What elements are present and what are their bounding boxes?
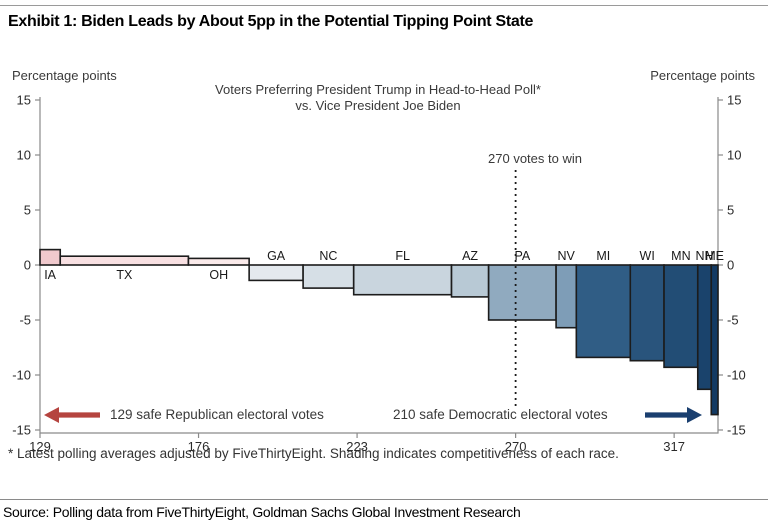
bar-label-GA: GA (267, 249, 286, 263)
chart-title-line1: Voters Preferring President Trump in Hea… (215, 82, 541, 97)
bar-label-FL: FL (395, 249, 410, 263)
y-tick-label-right-5: 5 (727, 203, 734, 218)
y-tick-label-right-0: 0 (727, 258, 734, 273)
bar-ME (710, 264, 719, 416)
left-axis-unit-label: Percentage points (12, 68, 117, 83)
source-line: Source: Polling data from FiveThirtyEigh… (3, 504, 521, 520)
x-tick-label-317: 317 (663, 439, 685, 454)
x-tick-label-129: 129 (29, 439, 51, 454)
safe-republican-arrow-icon (44, 407, 100, 423)
bar-label-ME: ME (705, 249, 724, 263)
bar-MN (663, 264, 699, 369)
y-tick-label-left-5: 5 (24, 203, 31, 218)
y-tick-label-left-15: 15 (17, 93, 31, 108)
bar-WI (629, 264, 665, 362)
x-tick-label-223: 223 (346, 439, 368, 454)
y-tick-label-left-0: 0 (24, 258, 31, 273)
bar-PA (487, 264, 557, 321)
chart-footnote: * Latest polling averages adjusted by Fi… (8, 446, 619, 461)
chart-title-line2: vs. Vice President Joe Biden (295, 98, 461, 113)
y-tick-label-right--10: -10 (727, 368, 746, 383)
x-tick-label-270: 270 (505, 439, 527, 454)
y-tick-label-right--15: -15 (727, 423, 746, 438)
bar-TX (59, 255, 190, 266)
y-tick-label-left-10: 10 (17, 148, 31, 163)
bottom-divider (0, 499, 768, 500)
x-tick-label-176: 176 (188, 439, 210, 454)
bar-label-IA: IA (44, 268, 56, 282)
y-tick-label-right-15: 15 (727, 93, 741, 108)
bar-label-NV: NV (558, 249, 576, 263)
votes-to-win-label: 270 votes to win (488, 151, 582, 166)
bar-AZ (450, 264, 490, 298)
bar-label-PA: PA (514, 249, 530, 263)
y-tick-label-left--10: -10 (12, 368, 31, 383)
right-axis-unit-label: Percentage points (650, 68, 755, 83)
safe-democratic-arrow-icon (645, 407, 702, 423)
bar-label-WI: WI (640, 249, 655, 263)
bar-label-TX: TX (116, 268, 133, 282)
bar-label-AZ: AZ (462, 249, 478, 263)
bar-label-MN: MN (671, 249, 690, 263)
bar-NC (302, 264, 355, 289)
safe-republican-annotation: 129 safe Republican electoral votes (110, 407, 324, 422)
top-divider (0, 5, 768, 6)
bar-label-NC: NC (319, 249, 337, 263)
bar-MI (575, 264, 632, 359)
y-tick-label-left--15: -15 (12, 423, 31, 438)
bar-NV (555, 264, 578, 329)
bar-IA (39, 248, 62, 266)
bar-label-OH: OH (209, 268, 228, 282)
bar-label-MI: MI (596, 249, 610, 263)
safe-democratic-annotation: 210 safe Democratic electoral votes (393, 407, 608, 422)
bar-FL (352, 264, 453, 296)
y-tick-label-right-10: 10 (727, 148, 741, 163)
chart-title: Voters Preferring President Trump in Hea… (0, 82, 756, 114)
y-tick-label-right--5: -5 (727, 313, 739, 328)
bar-label-NH: NH (695, 249, 713, 263)
y-tick-label-left--5: -5 (19, 313, 31, 328)
exhibit-title: Exhibit 1: Biden Leads by About 5pp in t… (8, 13, 534, 30)
bar-NH (696, 264, 713, 391)
bar-GA (248, 264, 304, 282)
bar-OH (187, 257, 250, 266)
